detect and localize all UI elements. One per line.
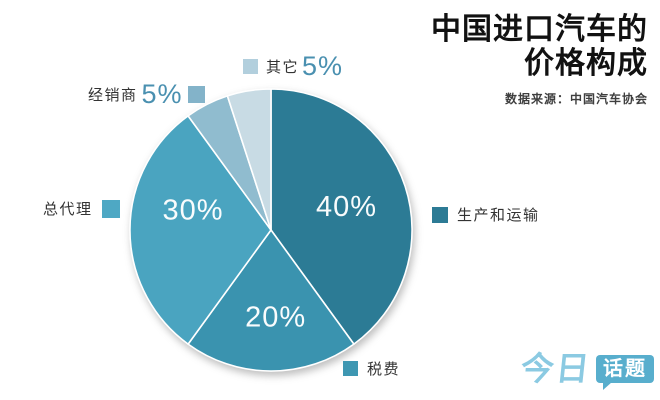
label-others: 其它 5% [243, 53, 343, 80]
chart-title-line-1: 中国进口汽车的 [431, 13, 648, 46]
label-dealer-pct: 5% [141, 79, 183, 109]
pie-slice-2 [187, 229, 355, 372]
legend-swatch-production-transport-icon [432, 206, 448, 223]
label-taxes: 税费 [343, 358, 400, 379]
legend-swatch-dealer-icon [187, 86, 205, 103]
chart-title-line-2: 价格构成 [524, 47, 648, 80]
pie-slice-pct-1: 40% [316, 191, 377, 223]
label-others-text: 其它 [266, 59, 300, 76]
label-production-transport-text: 生产和运输 [457, 207, 540, 224]
brand-logo-badge: 话题 [596, 354, 654, 390]
pie-slices [129, 88, 413, 372]
label-general-agent: 总代理 [43, 198, 120, 219]
legend-swatch-others-icon [243, 59, 258, 74]
chart-title-block: 中国进口汽车的 价格构成 数据来源：中国汽车协会 [431, 13, 648, 107]
pie-slice-5 [226, 88, 272, 231]
pie-slice-3 [129, 115, 272, 345]
label-others-pct: 5% [302, 51, 344, 81]
brand-logo-text: 今日 [519, 350, 593, 387]
pie-inside-labels: 40% 20% 30% [162, 191, 377, 333]
label-dealer-text: 经销商 [88, 87, 138, 104]
label-general-agent-text: 总代理 [43, 201, 93, 218]
pie-slice-pct-2: 20% [245, 301, 306, 333]
data-source-note: 数据来源：中国汽车协会 [504, 92, 648, 106]
pie-slice-pct-3: 30% [162, 195, 223, 227]
pie-slice-1 [270, 88, 413, 345]
label-taxes-text: 税费 [367, 361, 401, 378]
label-dealer: 经销商 5% [88, 81, 205, 108]
legend-swatch-taxes-icon [343, 361, 358, 376]
legend-swatch-general-agent-icon [101, 199, 120, 218]
brand-logo: 今日 话题 [519, 350, 654, 390]
label-production-transport: 生产和运输 [432, 204, 540, 225]
